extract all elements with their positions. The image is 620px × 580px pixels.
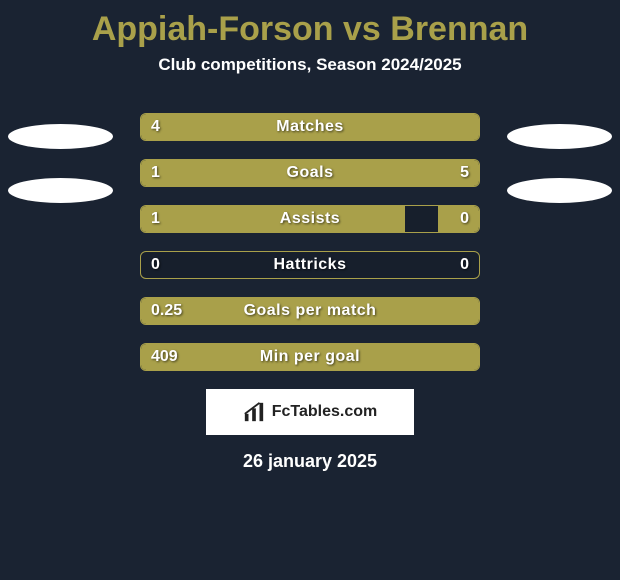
stat-label: Hattricks — [141, 252, 479, 278]
stat-row: 4Matches — [140, 113, 480, 141]
badge-text: FcTables.com — [272, 403, 378, 421]
stat-label: Goals per match — [141, 298, 479, 324]
fctables-badge[interactable]: FcTables.com — [206, 389, 414, 435]
stat-row: 10Assists — [140, 205, 480, 233]
stat-row: 00Hattricks — [140, 251, 480, 279]
stat-label: Min per goal — [141, 344, 479, 370]
stat-label: Assists — [141, 206, 479, 232]
date-stamp: 26 january 2025 — [0, 451, 620, 472]
subtitle: Club competitions, Season 2024/2025 — [0, 55, 620, 75]
page-title: Appiah-Forson vs Brennan — [0, 0, 620, 55]
stat-label: Goals — [141, 160, 479, 186]
stat-row: 409Min per goal — [140, 343, 480, 371]
stat-row: 0.25Goals per match — [140, 297, 480, 325]
stats-chart: 4Matches 15Goals 10Assists 00Hattricks 0.25G… — [0, 113, 620, 371]
stat-row: 15Goals — [140, 159, 480, 187]
fctables-logo-icon — [243, 401, 265, 423]
stat-label: Matches — [141, 114, 479, 140]
